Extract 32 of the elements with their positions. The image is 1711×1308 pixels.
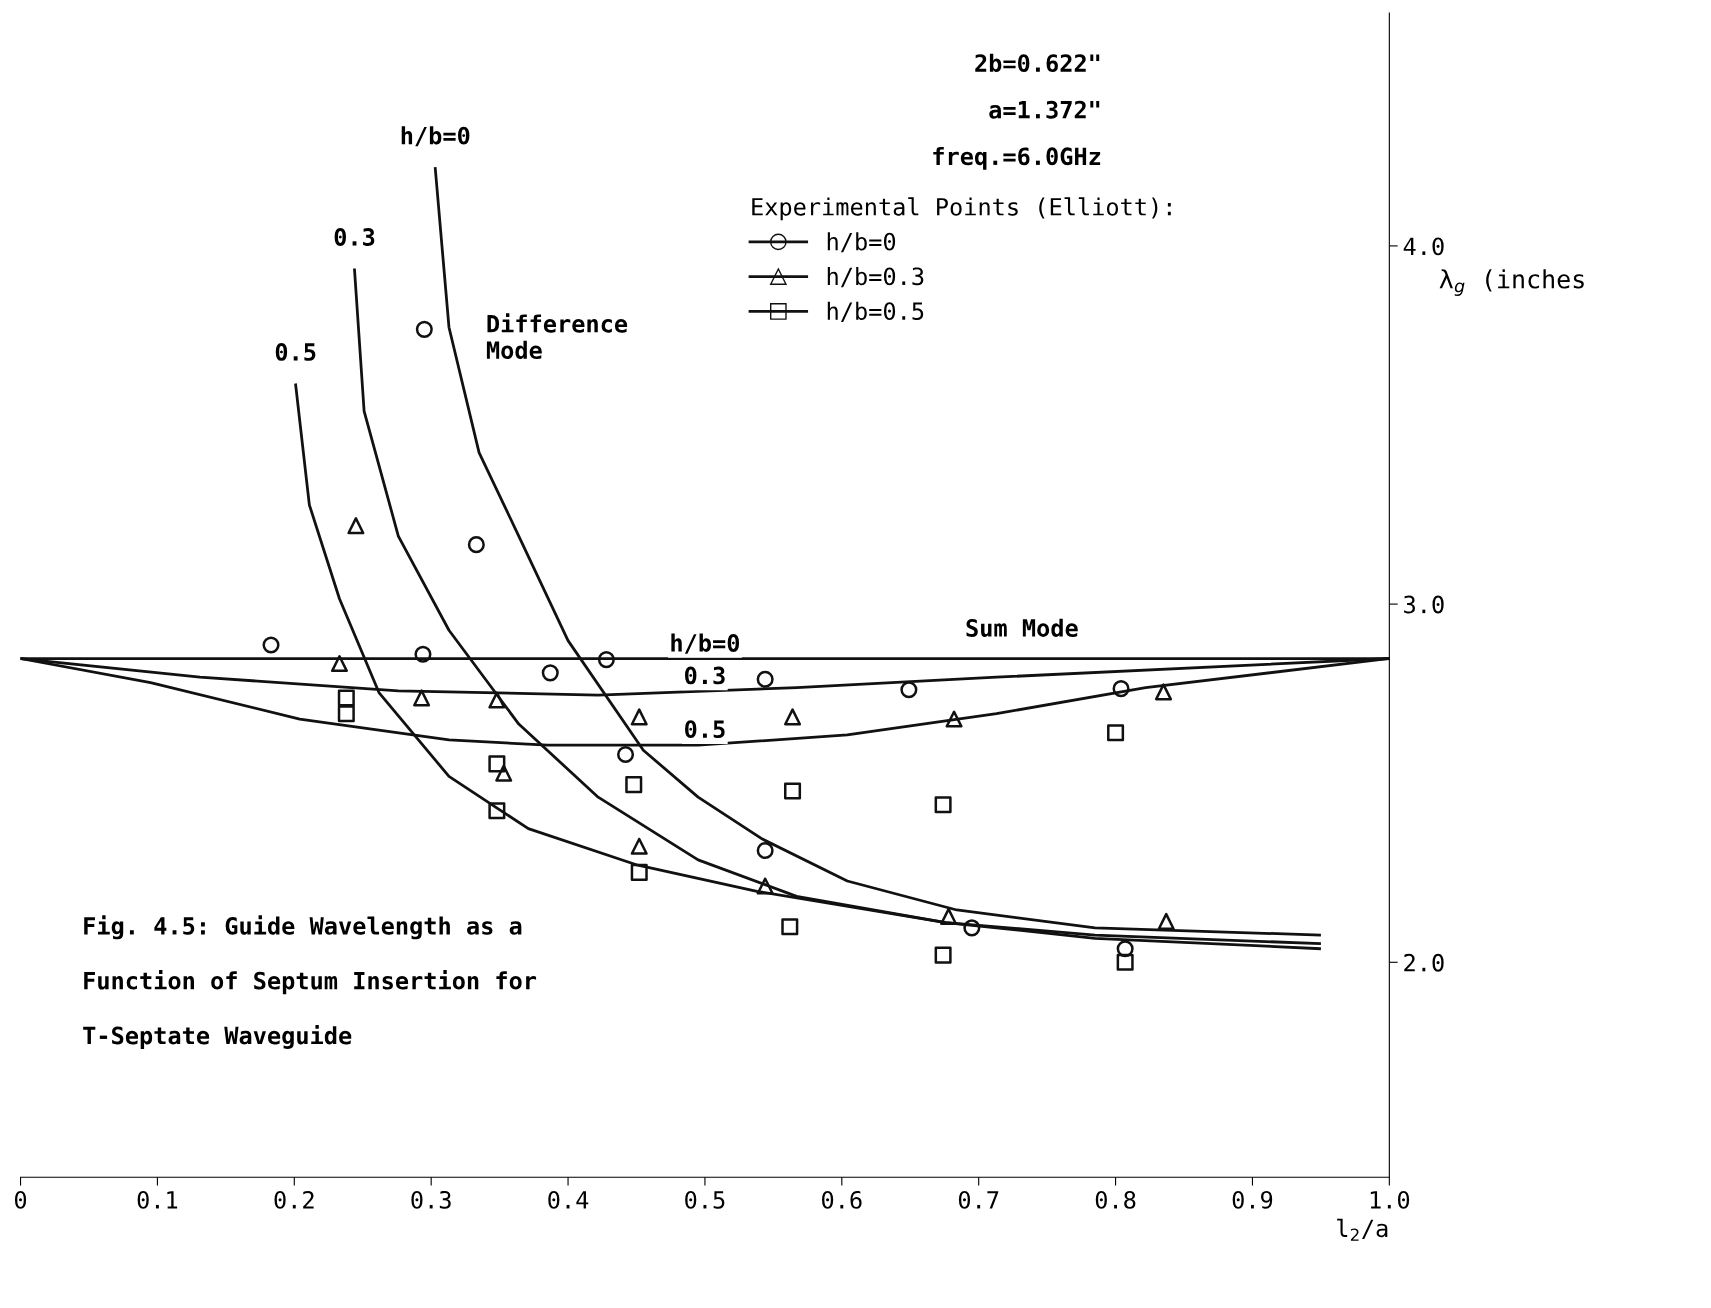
chart-title: Fig. 4.5: Guide Wavelength as a Function of Septum Insertion for T-Septate Waveguide — [83, 915, 537, 1049]
x-tick-label: 0 — [14, 1190, 27, 1209]
series-label: 0.5 — [275, 343, 316, 361]
x-axis-title: l$_{2}$/a — [1337, 1218, 1388, 1241]
legend-label: h/b=0 — [827, 232, 896, 253]
annotation: Difference Mode — [486, 313, 628, 360]
legend-title: Experimental Points (Elliott): — [752, 197, 1171, 221]
legend-label: h/b=0.5 — [827, 301, 924, 322]
x-tick-label: 0.8 — [1095, 1190, 1136, 1209]
series-label: 0.3 — [685, 666, 725, 685]
annotation: freq.=6.0GHz — [933, 146, 1101, 170]
annotation: a=1.372" — [989, 100, 1100, 119]
x-tick-label: 0.6 — [822, 1190, 862, 1209]
y-tick-label: 3.0 — [1404, 595, 1444, 614]
legend-label: h/b=0.3 — [827, 267, 924, 288]
x-tick-label: 0.2 — [274, 1190, 314, 1209]
y-tick-label: 4.0 — [1403, 237, 1444, 256]
series-label: 0.5 — [685, 720, 725, 739]
series-label: h/b=0 — [401, 126, 470, 147]
x-tick-label: 0.7 — [958, 1190, 999, 1209]
x-tick-label: 0.5 — [685, 1190, 725, 1209]
annotation: 2b=0.622" — [975, 53, 1100, 73]
x-tick-label: 0.1 — [137, 1190, 178, 1209]
x-tick-label: 0.4 — [548, 1190, 589, 1209]
x-tick-label: 0.3 — [411, 1190, 451, 1209]
x-tick-label: 1.0 — [1370, 1190, 1410, 1209]
series-label: 0.3 — [334, 228, 375, 246]
y-tick-label: 2.0 — [1404, 953, 1444, 972]
annotation: Sum Mode — [966, 618, 1078, 637]
text: λ$_{g}$ (inches — [1439, 269, 1584, 296]
series-label: h/b=0 — [671, 633, 740, 654]
x-tick-label: 0.9 — [1232, 1190, 1273, 1209]
